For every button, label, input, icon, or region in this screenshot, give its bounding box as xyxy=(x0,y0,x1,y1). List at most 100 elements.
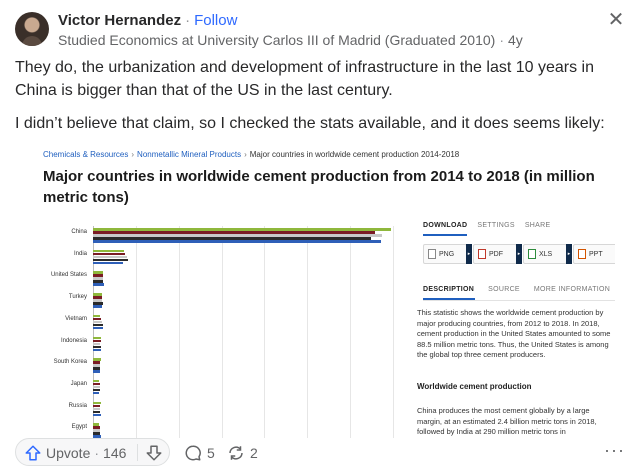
upvote-label: Upvote xyxy=(46,445,91,461)
ppt-file-icon xyxy=(578,249,586,259)
bar xyxy=(93,361,100,364)
bar xyxy=(93,314,101,318)
bar xyxy=(93,382,100,386)
author-credential[interactable]: Studied Economics at University Carlos I… xyxy=(58,32,496,48)
download-xls-button: XLS ▸ xyxy=(523,244,572,264)
embedded-chart-image[interactable]: Chemicals & Resources › Nonmetallic Minera… xyxy=(33,142,615,438)
bar xyxy=(93,302,103,305)
bar xyxy=(93,299,102,302)
bar xyxy=(93,435,101,438)
separator-dot: · xyxy=(94,445,100,461)
upvote-arrow-icon xyxy=(25,445,41,461)
follow-button[interactable]: Follow xyxy=(194,12,238,29)
bar xyxy=(93,370,100,373)
bar xyxy=(93,404,101,408)
download-label: PDF xyxy=(489,250,503,258)
bar xyxy=(93,407,100,411)
bar xyxy=(93,323,103,327)
author-line: Victor Hernandez · Follow xyxy=(58,12,237,29)
category-label: India xyxy=(73,250,87,257)
pdf-file-icon xyxy=(478,249,486,259)
share-button[interactable]: 2 xyxy=(227,444,258,462)
bar xyxy=(93,271,103,274)
breadcrumb-item: Chemicals & Resources xyxy=(43,150,129,159)
upvote-button[interactable]: Upvote · 146 xyxy=(24,444,126,462)
bar xyxy=(93,283,104,286)
tab-more-information: MORE INFORMATION xyxy=(533,286,611,293)
bar xyxy=(93,432,101,435)
bar xyxy=(93,388,100,392)
breadcrumb-item: Major countries in worldwide cement prod… xyxy=(249,150,460,159)
bar xyxy=(93,385,100,389)
gridline xyxy=(393,226,394,438)
comment-button[interactable]: 5 xyxy=(184,444,215,462)
bar xyxy=(93,391,100,395)
downvote-arrow-icon xyxy=(146,445,162,461)
bar xyxy=(93,258,128,262)
gridline xyxy=(264,226,266,438)
separator-dot: · xyxy=(185,12,191,29)
divider xyxy=(423,300,615,301)
bar xyxy=(93,317,102,321)
download-pdf-button: PDF ▸ xyxy=(473,244,522,264)
axis-line xyxy=(93,226,94,438)
comment-count: 5 xyxy=(207,445,215,461)
tab-description: DESCRIPTION xyxy=(423,286,475,293)
chart-title: Major countries in worldwide cement prod… xyxy=(43,168,595,206)
bar xyxy=(93,296,102,299)
category-label: Indonesia xyxy=(60,337,87,344)
png-file-icon xyxy=(428,249,436,259)
category-label: Japan xyxy=(70,380,87,387)
bar xyxy=(93,240,381,243)
bar xyxy=(93,401,102,405)
download-label: PPT xyxy=(589,250,603,258)
close-icon[interactable]: ✕ xyxy=(607,9,625,31)
author-credential-line: Studied Economics at University Carlos I… xyxy=(58,32,523,48)
xls-file-icon xyxy=(528,249,536,259)
answer-age[interactable]: 4y xyxy=(507,32,523,48)
download-label: PNG xyxy=(439,250,455,258)
tab-source: SOURCE xyxy=(488,286,520,293)
separator-dot: · xyxy=(499,32,504,48)
action-bar: Upvote · 146 5 2 ··· xyxy=(0,436,640,466)
bar xyxy=(93,280,104,283)
bar xyxy=(93,234,383,237)
bar-chart: China India United States Turkey Vietnam Indo… xyxy=(33,220,408,438)
panel-tabs: DOWNLOAD SETTINGS SHARE xyxy=(423,222,560,229)
breadcrumb-separator: › xyxy=(244,150,247,159)
gridline xyxy=(307,226,309,438)
author-avatar[interactable] xyxy=(15,12,49,46)
bar xyxy=(93,320,103,324)
breadcrumb-separator: › xyxy=(131,150,135,159)
bar xyxy=(93,358,101,361)
category-label: Vietnam xyxy=(65,315,87,322)
bar xyxy=(93,342,101,346)
divider xyxy=(137,444,138,461)
caret-icon: ▸ xyxy=(466,244,472,264)
bar xyxy=(93,255,127,259)
bar xyxy=(93,426,100,429)
bar xyxy=(93,252,126,256)
downvote-button[interactable] xyxy=(145,444,163,466)
bar xyxy=(93,364,100,367)
gridline xyxy=(178,226,180,438)
download-buttons: PNG ▸ PDF ▸ XLS ▸ PPT▸ xyxy=(423,244,615,264)
category-label: Russia xyxy=(68,402,87,409)
tab-share: SHARE xyxy=(524,222,551,229)
share-icon xyxy=(229,446,243,460)
download-ppt-button: PPT▸ xyxy=(573,244,615,264)
breadcrumb: Chemicals & Resources › Nonmetallic Minera… xyxy=(43,150,459,159)
bar xyxy=(93,336,101,340)
bar xyxy=(93,293,102,296)
category-label: South Korea xyxy=(53,359,87,366)
author-name[interactable]: Victor Hernandez xyxy=(58,12,182,29)
bar xyxy=(93,237,372,240)
bar xyxy=(93,261,123,265)
gridline xyxy=(221,226,223,438)
description-text: China produces the most cement globally … xyxy=(417,406,597,436)
chart-side-panel: DOWNLOAD SETTINGS SHARE PNG ▸ PDF ▸ XLS ▸ PPT… xyxy=(415,220,615,438)
bar xyxy=(93,367,100,370)
bar xyxy=(93,274,104,277)
more-options-icon[interactable]: ··· xyxy=(604,440,625,460)
active-tab-indicator xyxy=(423,298,475,300)
